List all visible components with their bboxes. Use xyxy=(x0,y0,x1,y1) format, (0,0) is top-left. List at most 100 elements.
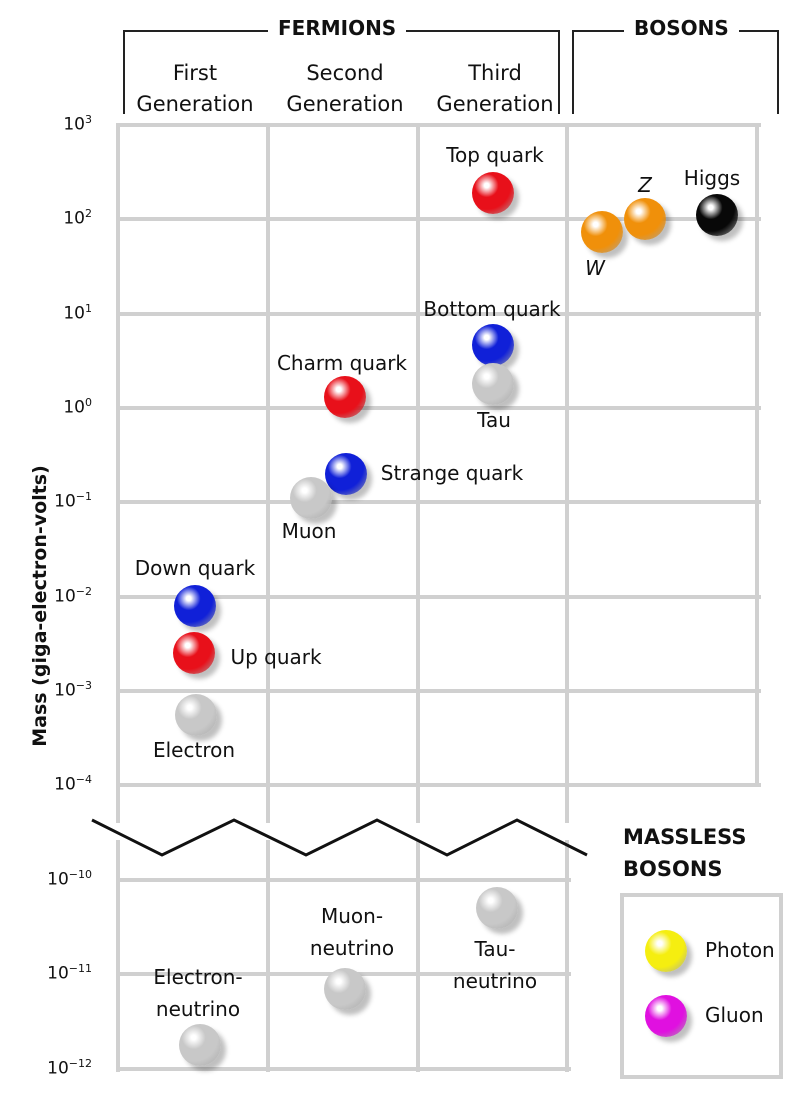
tick-base: 10 xyxy=(63,303,85,324)
gridline-horizontal xyxy=(118,878,571,882)
tick-base: 10 xyxy=(63,114,85,135)
particle-ball xyxy=(472,362,514,405)
particle-label: W xyxy=(495,252,695,284)
particle-ball xyxy=(472,172,514,214)
particle-label-line: Higgs xyxy=(683,166,741,190)
gridline-vertical xyxy=(416,840,420,1072)
tick-exponent: 1 xyxy=(85,301,92,315)
generation-header: Third Generation xyxy=(420,58,570,120)
y-tick-label: 10−2 xyxy=(22,585,92,607)
particle-ball xyxy=(179,1023,221,1066)
group-header-fermions: FERMIONS xyxy=(268,16,407,40)
particle-ball xyxy=(173,632,215,675)
particle-label-line: neutrino xyxy=(452,969,538,993)
y-tick-label: 10−4 xyxy=(22,773,92,795)
tick-base: 10 xyxy=(54,586,76,607)
tick-exponent: −12 xyxy=(68,1056,92,1070)
gridline-vertical xyxy=(565,840,569,1072)
massless-box xyxy=(620,893,783,1079)
particle-ball xyxy=(325,452,367,495)
particle-label-line: Charm quark xyxy=(276,351,408,375)
generation-header: Second Generation xyxy=(270,58,420,120)
particle-ball xyxy=(174,584,216,627)
particle-label-line: Tau xyxy=(477,408,511,432)
particle-ball xyxy=(472,323,514,366)
tick-base: 10 xyxy=(47,869,69,890)
generation-line2: Generation xyxy=(286,92,404,116)
generation-line1: Third xyxy=(468,61,522,85)
tick-exponent: 2 xyxy=(85,207,92,221)
y-tick-label: 101 xyxy=(22,302,92,324)
bosons-bracket xyxy=(572,30,779,114)
particle-label-line: Muon- xyxy=(320,904,384,928)
tick-base: 10 xyxy=(63,397,85,418)
gridline-vertical xyxy=(116,123,120,823)
particle-label-line: Z xyxy=(638,173,652,197)
particle-label: Muon xyxy=(209,515,409,547)
particle-label: Electron-neutrino xyxy=(98,961,298,1025)
particle-label: Up quark xyxy=(176,641,376,673)
massless-title-line1: MASSLESS xyxy=(623,825,747,849)
gridline-vertical xyxy=(565,123,569,823)
particle-ball xyxy=(290,477,332,520)
particle-ball xyxy=(324,376,366,419)
gridline-horizontal xyxy=(118,217,761,222)
tick-exponent: −11 xyxy=(68,962,92,976)
y-tick-label: 10−3 xyxy=(22,679,92,701)
y-tick-label: 10−1 xyxy=(22,490,92,512)
particle-label-line: Strange quark xyxy=(380,461,524,485)
generation-line1: First xyxy=(172,61,218,85)
generation-line2: Generation xyxy=(136,92,254,116)
massless-title-line2: BOSONS xyxy=(623,857,723,881)
tick-exponent: −3 xyxy=(75,678,92,692)
tick-exponent: 3 xyxy=(85,113,92,126)
generation-line1: Second xyxy=(306,61,384,85)
particle-label-line: Tau- xyxy=(474,937,516,961)
tick-base: 10 xyxy=(54,774,76,795)
generation-line2: Generation xyxy=(436,92,554,116)
massless-boson-ball xyxy=(645,930,687,972)
y-tick-label: 102 xyxy=(22,207,92,229)
generation-header: First Generation xyxy=(120,58,270,120)
tick-base: 10 xyxy=(63,208,85,229)
gridline-horizontal xyxy=(118,688,761,693)
y-tick-label: 103 xyxy=(22,113,92,135)
tick-exponent: −1 xyxy=(75,490,92,504)
particle-label: Top quark xyxy=(395,139,595,171)
particle-label-line: neutrino xyxy=(155,997,241,1021)
tick-base: 10 xyxy=(54,491,76,512)
particle-ball xyxy=(624,198,666,241)
particle-label: Strange quark xyxy=(352,457,552,489)
gridline-horizontal xyxy=(118,500,761,505)
gridline-horizontal xyxy=(118,405,761,410)
gridline-vertical xyxy=(416,123,420,823)
particle-label-line: Electron- xyxy=(153,965,243,989)
massless-boson-ball xyxy=(645,995,687,1037)
particle-label: Higgs xyxy=(612,162,806,194)
gridline-vertical xyxy=(116,840,120,1072)
massless-boson-label: Photon xyxy=(705,938,775,962)
gridline-vertical xyxy=(755,123,759,787)
particle-label: Electron xyxy=(94,734,294,766)
gridline-horizontal xyxy=(118,311,761,316)
gridline-horizontal xyxy=(118,1066,571,1071)
y-tick-label: 10−12 xyxy=(22,1057,92,1079)
particle-ball xyxy=(175,693,217,736)
zigzag-line xyxy=(91,818,588,857)
gridline-horizontal xyxy=(118,123,761,127)
tick-base: 10 xyxy=(54,680,76,701)
gridline-horizontal xyxy=(118,594,761,599)
particle-label: Tau xyxy=(394,404,594,436)
group-header-bosons: BOSONS xyxy=(624,16,739,40)
particle-label-line: neutrino xyxy=(309,936,395,960)
tick-base: 10 xyxy=(47,963,69,984)
particle-label: Down quark xyxy=(95,552,295,584)
tick-exponent: 0 xyxy=(85,395,92,409)
y-tick-label: 100 xyxy=(22,396,92,418)
gridline-horizontal xyxy=(118,783,761,788)
tick-exponent: −4 xyxy=(75,773,92,787)
particle-label-line: Up quark xyxy=(230,645,322,669)
y-tick-label: 10−11 xyxy=(22,962,92,984)
